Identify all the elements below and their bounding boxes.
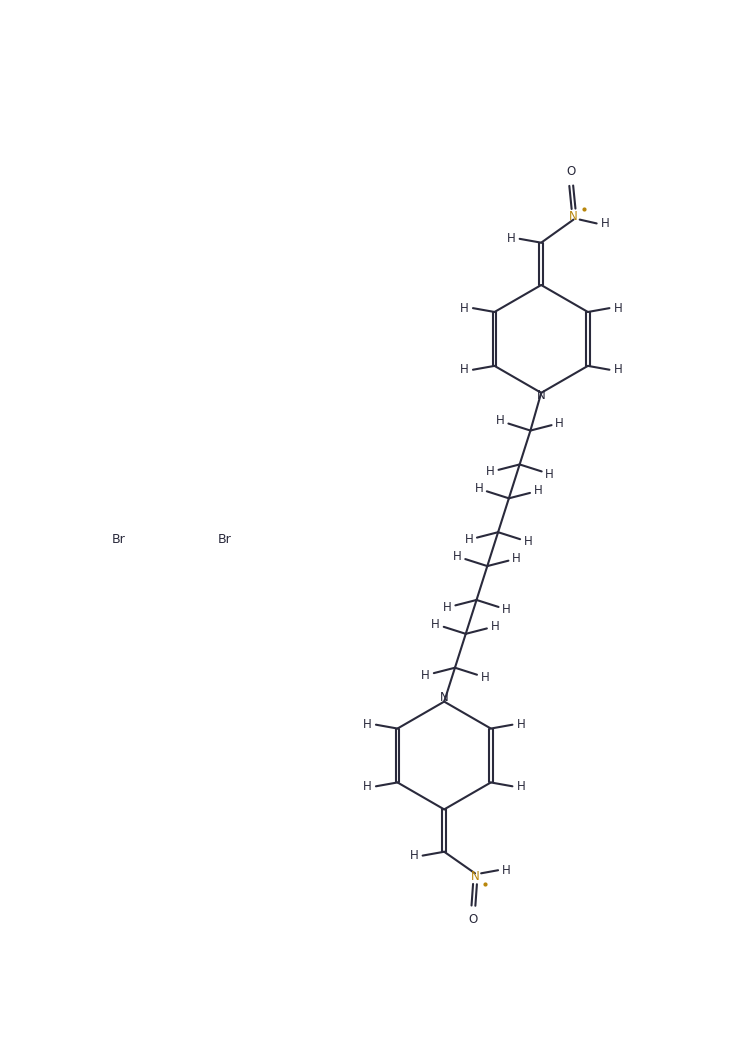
- Text: H: H: [601, 217, 609, 230]
- Text: H: H: [512, 552, 521, 565]
- Text: H: H: [431, 618, 440, 630]
- Text: H: H: [443, 601, 452, 614]
- Text: O: O: [469, 913, 478, 926]
- Text: H: H: [363, 780, 372, 793]
- Text: H: H: [516, 780, 525, 793]
- Text: H: H: [516, 718, 525, 731]
- Text: H: H: [524, 535, 533, 549]
- Text: H: H: [502, 864, 511, 876]
- Text: H: H: [507, 232, 516, 245]
- Text: H: H: [464, 533, 473, 547]
- Text: H: H: [453, 550, 462, 563]
- Text: H: H: [474, 483, 483, 495]
- Text: N: N: [470, 870, 479, 883]
- Text: Br: Br: [218, 533, 232, 545]
- Text: H: H: [496, 415, 505, 427]
- Text: H: H: [410, 849, 418, 862]
- Text: Br: Br: [111, 533, 125, 545]
- Text: H: H: [490, 620, 499, 632]
- Text: H: H: [460, 302, 469, 315]
- Text: H: H: [460, 363, 469, 376]
- Text: H: H: [614, 363, 623, 376]
- Text: H: H: [614, 302, 623, 315]
- Text: H: H: [486, 466, 495, 478]
- Text: H: H: [545, 468, 554, 481]
- Text: H: H: [363, 718, 372, 731]
- Text: N: N: [569, 210, 578, 223]
- Text: H: H: [502, 603, 511, 616]
- Text: N: N: [440, 691, 449, 705]
- Text: H: H: [481, 671, 490, 684]
- Text: O: O: [567, 165, 576, 178]
- Text: H: H: [421, 669, 430, 682]
- Text: H: H: [533, 485, 542, 497]
- Text: H: H: [555, 417, 564, 429]
- Text: N: N: [536, 389, 545, 402]
